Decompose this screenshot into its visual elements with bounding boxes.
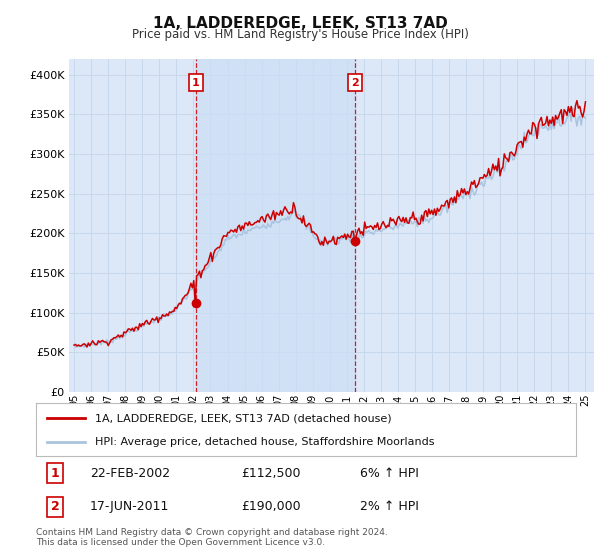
Text: HPI: Average price, detached house, Staffordshire Moorlands: HPI: Average price, detached house, Staf…	[95, 436, 435, 446]
Text: Price paid vs. HM Land Registry's House Price Index (HPI): Price paid vs. HM Land Registry's House …	[131, 28, 469, 41]
Bar	[196, 59, 355, 392]
Text: 6% ↑ HPI: 6% ↑ HPI	[360, 467, 419, 480]
Text: 17-JUN-2011: 17-JUN-2011	[90, 500, 169, 514]
Text: 1: 1	[50, 467, 59, 480]
Text: 1: 1	[192, 78, 200, 87]
Text: 1A, LADDEREDGE, LEEK, ST13 7AD (detached house): 1A, LADDEREDGE, LEEK, ST13 7AD (detached…	[95, 413, 392, 423]
Text: 2: 2	[351, 78, 359, 87]
Text: £190,000: £190,000	[241, 500, 301, 514]
Text: 1A, LADDEREDGE, LEEK, ST13 7AD: 1A, LADDEREDGE, LEEK, ST13 7AD	[152, 16, 448, 31]
Text: 2: 2	[50, 500, 59, 514]
Text: Contains HM Land Registry data © Crown copyright and database right 2024.
This d: Contains HM Land Registry data © Crown c…	[36, 528, 388, 547]
Text: 22-FEB-2002: 22-FEB-2002	[90, 467, 170, 480]
Text: £112,500: £112,500	[241, 467, 301, 480]
Text: 2% ↑ HPI: 2% ↑ HPI	[360, 500, 419, 514]
